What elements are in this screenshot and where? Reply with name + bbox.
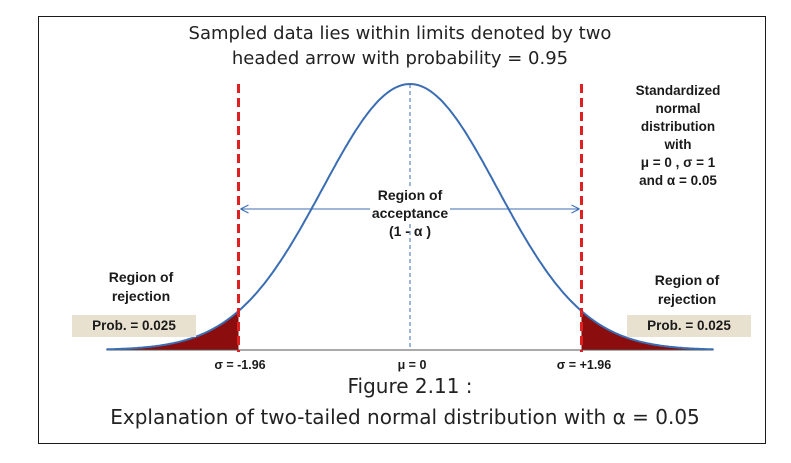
right-rejection-tail-fill	[581, 311, 714, 350]
left-rejection-tail-fill	[106, 311, 239, 350]
acceptance-line: (1 - α )	[388, 223, 432, 239]
info-line: Standardized	[635, 83, 721, 98]
figure-frame	[38, 16, 766, 444]
rejection-line: rejection	[111, 288, 171, 304]
info-line: with	[664, 137, 692, 152]
title-line-2: headed arrow with probability = 0.95	[231, 48, 569, 69]
figure-number: Figure 2.11 :	[347, 374, 473, 398]
tick-label-left: σ = -1.96	[214, 358, 266, 372]
rejection-line: rejection	[657, 291, 717, 307]
info-line: distribution	[640, 119, 716, 134]
tick-label-center: μ = 0	[397, 358, 427, 372]
title-line-1: Sampled data lies within limits denoted …	[188, 23, 612, 44]
tick-label-right: σ = +1.96	[556, 358, 612, 372]
info-line: μ = 0 , σ = 1	[640, 155, 716, 170]
info-line: and α = 0.05	[639, 173, 717, 188]
acceptance-label: Region of acceptance (1 - α )	[340, 186, 480, 240]
right-rejection-label: Region of rejection	[632, 271, 742, 309]
left-rejection-label: Region of rejection	[86, 268, 196, 306]
acceptance-line: acceptance	[369, 204, 451, 222]
info-line: normal	[655, 101, 701, 116]
acceptance-line: Region of	[375, 186, 445, 204]
right-probability-badge: Prob. = 0.025	[627, 315, 751, 337]
rejection-line: Region of	[108, 269, 174, 285]
arrow-head-left	[240, 204, 249, 214]
figure-caption: Explanation of two-tailed normal distrib…	[110, 405, 700, 429]
rejection-line: Region of	[654, 272, 720, 288]
distribution-info: Standardized normal distribution with μ …	[608, 82, 748, 190]
left-probability-badge: Prob. = 0.025	[72, 315, 196, 337]
arrow-head-right	[571, 204, 580, 214]
